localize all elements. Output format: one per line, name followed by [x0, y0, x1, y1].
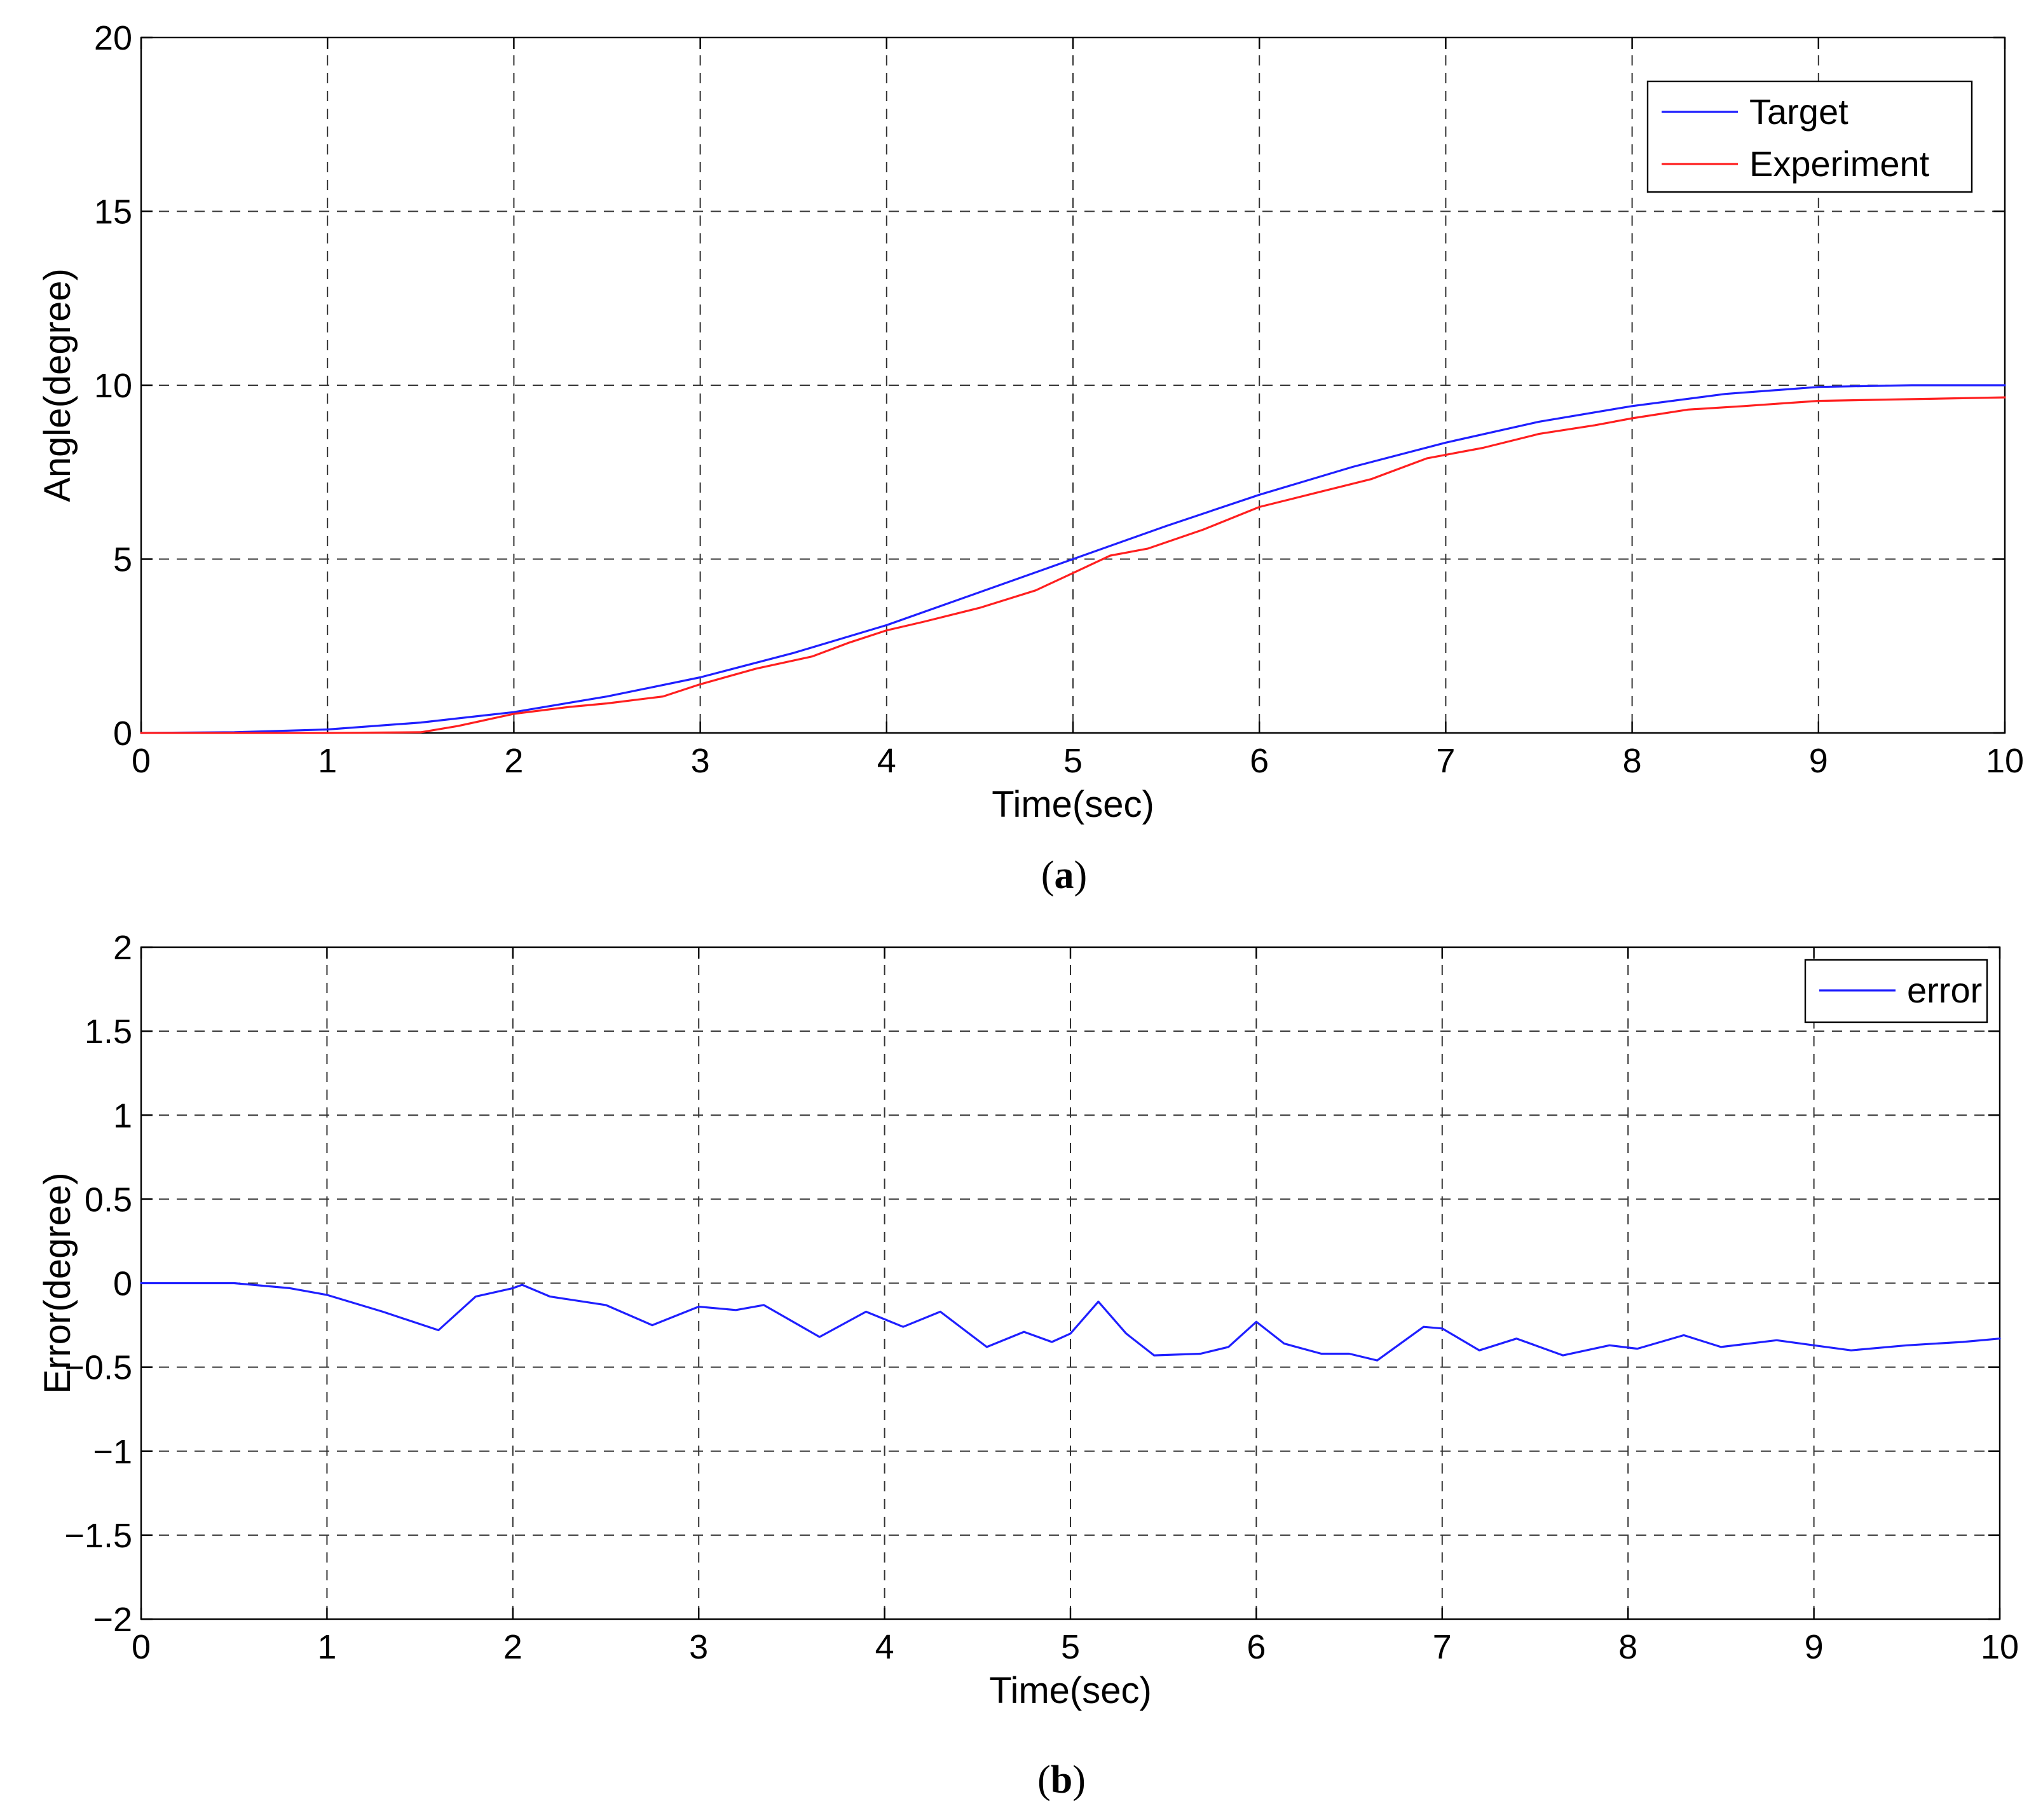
y-tick-label: −1: [93, 1433, 132, 1471]
x-tick-label: 7: [1436, 742, 1455, 780]
panel-label: (b): [1037, 1758, 1086, 1802]
series-line-error: [140, 1282, 2001, 1362]
x-tick-label: 7: [1433, 1628, 1452, 1666]
x-tick-label: 10: [1981, 1628, 2019, 1666]
x-tick-label: 6: [1247, 1628, 1266, 1666]
x-tick-label: 8: [1618, 1628, 1637, 1666]
x-tick-label: 5: [1061, 1628, 1080, 1666]
y-tick-label: 15: [94, 193, 132, 231]
x-tick-label: 4: [877, 742, 896, 780]
y-tick-label: −2: [93, 1601, 132, 1639]
x-axis-label: Time(sec): [992, 784, 1154, 825]
y-tick-label: −1.5: [64, 1517, 132, 1555]
x-tick-label: 3: [691, 742, 710, 780]
x-tick-label: 0: [132, 742, 151, 780]
y-tick-label: 0: [113, 1265, 132, 1303]
y-tick-label: −0.5: [64, 1349, 132, 1387]
x-tick-label: 8: [1623, 742, 1642, 780]
x-tick-label: 5: [1063, 742, 1083, 780]
x-tick-label: 10: [1986, 742, 2024, 780]
series-line-experiment: [140, 396, 2006, 734]
x-tick-label: 9: [1809, 742, 1828, 780]
y-axis-label: Error(degree): [37, 1172, 78, 1393]
legend-label: Target: [1749, 92, 1848, 132]
y-tick-label: 20: [94, 19, 132, 57]
legend-box: [1646, 80, 1973, 193]
x-tick-label: 9: [1805, 1628, 1824, 1666]
y-tick-label: 1.5: [85, 1013, 132, 1051]
x-tick-label: 0: [132, 1628, 151, 1666]
legend-label: error: [1907, 970, 1982, 1010]
y-tick-label: 0.5: [85, 1180, 132, 1219]
chart-panel-b: 0 1 2 3 4 5 6 7 8 9 10 −2 −1.5 −1 −0.5 0 0.5 1 1.5 2 Time(se…: [37, 929, 2019, 1802]
series-line-target: [140, 384, 2006, 734]
x-tick-label: 6: [1250, 742, 1269, 780]
x-tick-label: 2: [504, 742, 523, 780]
panel-label: (a): [1041, 854, 1087, 897]
y-tick-label: 10: [94, 367, 132, 405]
x-tick-label: 3: [689, 1628, 708, 1666]
y-axis-label: Angle(degree): [37, 268, 78, 502]
x-tick-label: 1: [317, 1628, 336, 1666]
x-axis-label: Time(sec): [989, 1670, 1152, 1711]
x-tick-label: 2: [503, 1628, 523, 1666]
legend: error: [1804, 959, 1988, 1023]
legend-label: Experiment: [1749, 144, 1930, 184]
chart-panel-a: 0 1 2 3 4 5 6 7 8 9 10 0 5 10 15 20 Time(sec) Angle(degre…: [37, 19, 2024, 897]
y-tick-label: 5: [113, 541, 132, 579]
y-tick-label: 0: [113, 715, 132, 753]
legend: Target Experiment: [1646, 80, 1973, 193]
y-tick-label: 1: [113, 1097, 132, 1135]
y-tick-label: 2: [113, 929, 132, 967]
x-tick-label: 1: [318, 742, 337, 780]
x-tick-label: 4: [875, 1628, 894, 1666]
